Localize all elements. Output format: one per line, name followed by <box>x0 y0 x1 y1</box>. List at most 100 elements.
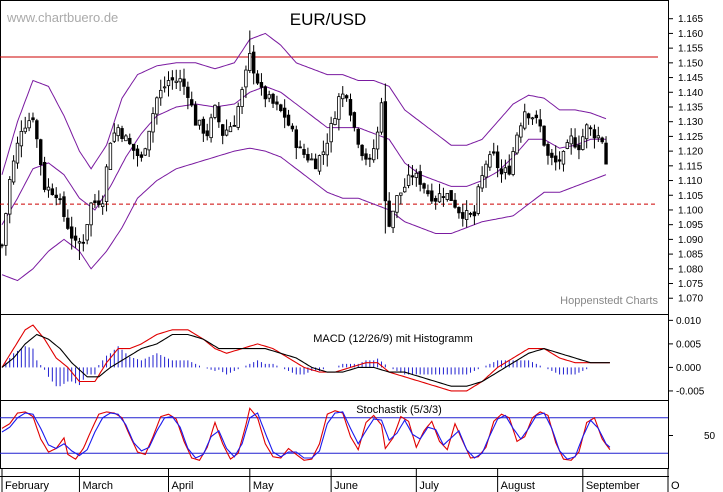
candle <box>310 153 314 161</box>
candle-body <box>151 113 155 133</box>
candle <box>151 107 155 143</box>
candle-body <box>228 126 233 133</box>
candle <box>178 69 182 92</box>
candle-body <box>240 89 244 107</box>
macd-title: MACD (12/26/9) mit Histogramm <box>313 333 473 345</box>
candle <box>62 191 66 222</box>
candle <box>337 93 341 131</box>
candle <box>162 76 167 93</box>
candle-body <box>155 97 159 115</box>
candle-body <box>66 217 70 229</box>
candle-body <box>410 175 415 178</box>
candle-body <box>267 94 271 99</box>
candle-body <box>93 200 97 204</box>
candle <box>190 91 194 108</box>
candle <box>35 118 39 148</box>
price-tick-label: 1.150 <box>678 58 703 69</box>
candle-body <box>542 125 546 146</box>
candle-body <box>275 101 279 105</box>
candle <box>546 142 550 165</box>
candle <box>538 109 542 133</box>
candle-body <box>77 241 82 244</box>
candle-body <box>534 114 539 119</box>
candle <box>228 122 233 133</box>
candle <box>42 156 47 193</box>
candle <box>395 195 399 219</box>
candle <box>414 168 419 187</box>
price-tick-label: 1.155 <box>678 44 703 55</box>
candle <box>131 143 136 160</box>
candle <box>534 110 539 124</box>
candle <box>197 119 202 130</box>
candle <box>468 211 473 218</box>
candle-body <box>399 192 403 196</box>
candle <box>480 166 484 193</box>
candle <box>294 125 298 160</box>
candle-body <box>178 78 182 83</box>
macd-panel-frame <box>0 314 669 401</box>
candle <box>73 227 78 248</box>
candle-body <box>530 117 535 120</box>
price-tick-label: 1.105 <box>678 191 703 202</box>
price-tick-label: 1.085 <box>678 250 703 261</box>
candle-body <box>306 153 310 161</box>
price-tick-label: 1.095 <box>678 220 703 231</box>
candle-body <box>584 124 589 140</box>
candle-body <box>406 174 411 186</box>
candle-body <box>418 171 422 185</box>
candle-body <box>97 200 101 205</box>
candle <box>97 190 101 208</box>
candle-body <box>329 123 333 143</box>
candle <box>499 159 504 183</box>
candle <box>352 111 357 132</box>
candle-body <box>35 120 39 140</box>
candle-body <box>592 129 597 139</box>
candle <box>205 123 209 141</box>
candle <box>317 154 322 175</box>
price-tick-label: 1.100 <box>678 205 703 216</box>
candle-body <box>395 195 399 213</box>
month-label: February <box>5 480 50 492</box>
candle <box>89 202 93 237</box>
y-axis-ticks: 1.070 1.075 1.080 1.085 1.090 1.095 1.100 1.105… <box>668 14 716 442</box>
bollinger-upper-line <box>1 32 607 175</box>
price-tick-label: 1.070 <box>678 294 703 305</box>
candle <box>515 132 519 155</box>
candle-body <box>224 129 229 136</box>
candle <box>577 135 581 160</box>
candle-body <box>569 135 573 145</box>
candle-body <box>85 224 89 241</box>
candle <box>77 237 82 260</box>
candle-body <box>495 151 500 169</box>
month-label: June <box>334 480 358 492</box>
price-candles <box>0 30 608 260</box>
candle-body <box>182 78 186 87</box>
candle <box>259 73 264 96</box>
candle <box>399 192 403 205</box>
candle-body <box>519 125 523 138</box>
stoch-panel-frame <box>0 400 669 469</box>
candle <box>251 45 256 85</box>
candle <box>224 119 229 137</box>
candle-body <box>213 104 217 118</box>
candle-body <box>368 157 372 160</box>
candle <box>166 71 171 97</box>
candle <box>472 205 477 225</box>
candle <box>333 111 337 126</box>
stochastic-tick-label: 50 <box>704 431 716 442</box>
candle-body <box>341 93 345 100</box>
candle-body <box>124 135 128 142</box>
candle <box>554 145 558 171</box>
candle-body <box>523 111 527 129</box>
month-label: September <box>586 480 640 492</box>
candle-body <box>0 244 4 247</box>
candle <box>596 126 601 142</box>
candle <box>550 149 554 166</box>
candle-body <box>550 152 554 158</box>
candle <box>341 86 345 108</box>
candle-body <box>461 212 465 219</box>
candle-body <box>19 130 24 147</box>
candle <box>159 79 163 106</box>
candle-body <box>73 235 78 241</box>
